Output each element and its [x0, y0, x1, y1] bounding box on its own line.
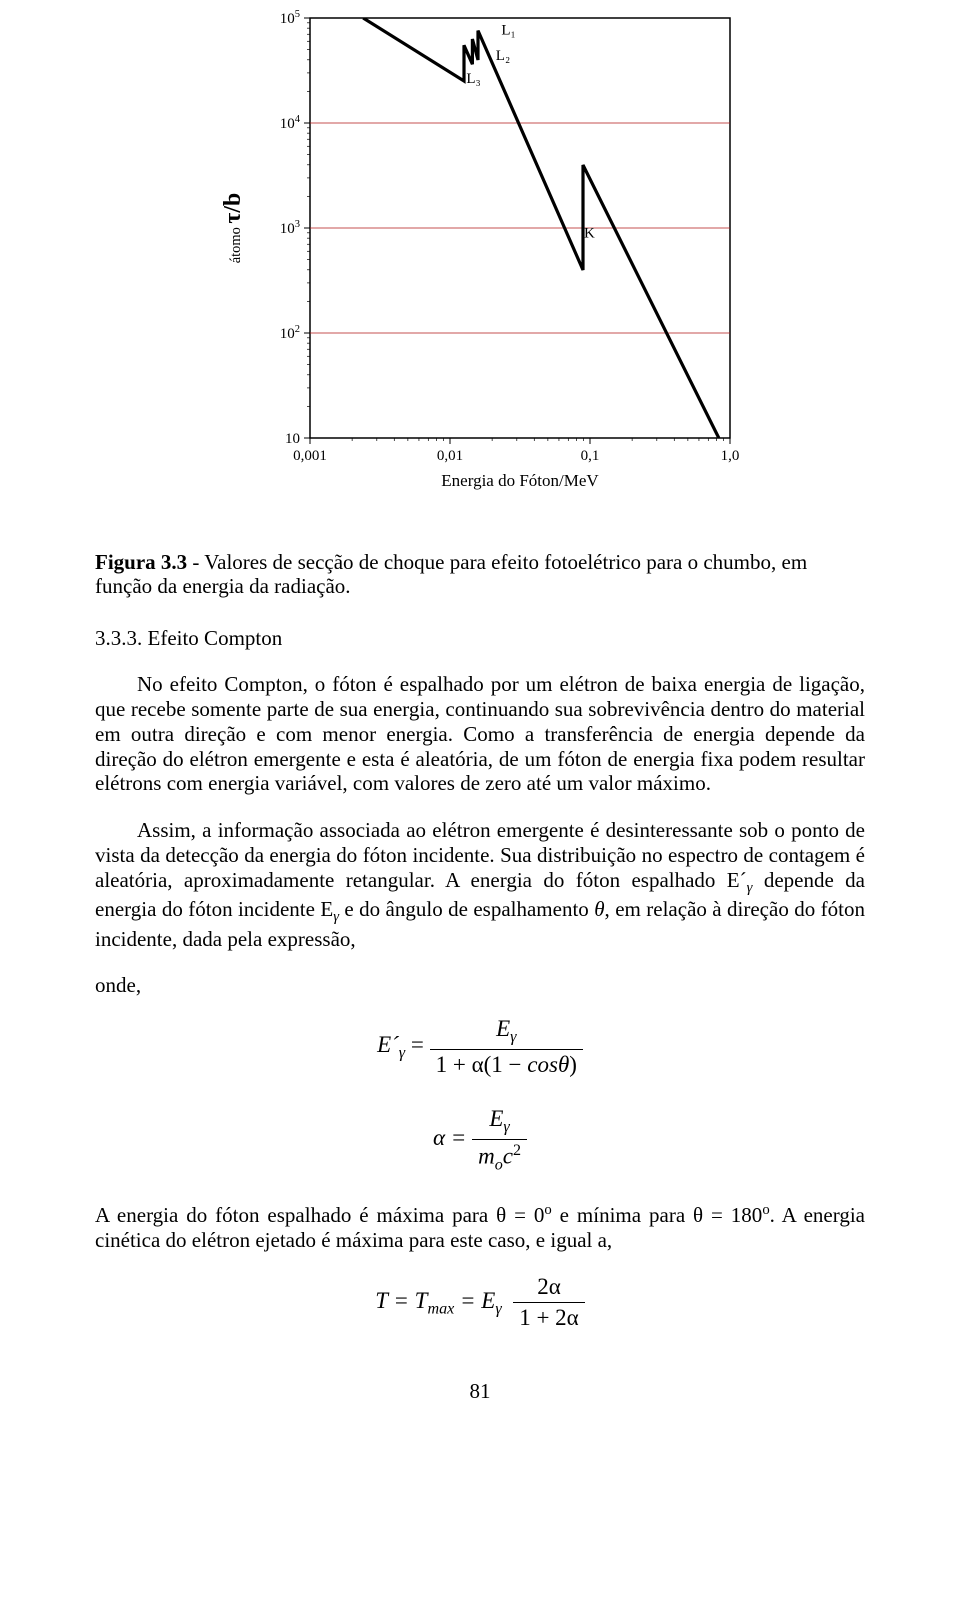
eq1-lhs-sub: γ — [399, 1045, 405, 1062]
eq2-lhs: α = — [433, 1125, 466, 1150]
para1-text: No efeito Compton, o fóton é espalhado p… — [95, 672, 865, 795]
chart-svg: 10 102 103 104 105 0,001 0,01 0,1 1,0 Energia do … — [200, 0, 760, 520]
svg-text:103: 103 — [280, 219, 300, 237]
svg-text:L₂: L₂ — [496, 48, 510, 64]
svg-text:105: 105 — [280, 9, 300, 27]
para3-a: A energia do fóton espalhado é máxima pa… — [95, 1203, 544, 1227]
svg-text:0,1: 0,1 — [581, 448, 600, 464]
page-number: 81 — [95, 1379, 865, 1404]
svg-text:0,001: 0,001 — [293, 448, 327, 464]
eq3-fraction: 2α 1 + 2α — [513, 1274, 585, 1331]
para3-b: e mínima para θ = 180 — [552, 1203, 763, 1227]
eq3-lhs-sub: max — [427, 1301, 454, 1318]
figure-caption: Figura 3.3 - Valores de secção de choque… — [95, 550, 865, 598]
eq1-num-sub: γ — [510, 1029, 516, 1046]
eq2-num-sub: γ — [503, 1119, 509, 1136]
section-heading: 3.3.3. Efeito Compton — [95, 626, 865, 651]
onde-label: onde, — [95, 973, 865, 998]
eq2-den-c: c — [503, 1143, 513, 1168]
svg-text:104: 104 — [280, 114, 301, 132]
eq3-lhs-sub2: γ — [495, 1301, 501, 1318]
eq1-num: E — [496, 1016, 510, 1041]
caption-text: - Valores de secção de choque para efeit… — [95, 550, 807, 598]
eq1-den-cos: cosθ — [527, 1052, 569, 1077]
eq2-den-o: o — [495, 1156, 503, 1173]
equation-scattered-energy: E´γ = Eγ 1 + α(1 − cosθ) — [95, 1016, 865, 1078]
eq3-num: 2α — [537, 1274, 561, 1299]
svg-text:L₁: L₁ — [501, 23, 515, 39]
eq3-lhs-b: = E — [454, 1288, 495, 1313]
eq1-den-b: ) — [569, 1052, 577, 1077]
theta-1: θ — [594, 897, 604, 921]
equation-kinetic-energy: T = Tmax = Eγ 2α 1 + 2α — [95, 1274, 865, 1331]
caption-label: Figura 3.3 — [95, 550, 187, 574]
svg-text:0,01: 0,01 — [437, 448, 463, 464]
eq1-den-a: 1 + α(1 − — [436, 1052, 528, 1077]
degree-2: o — [762, 1202, 769, 1218]
svg-text:1,0: 1,0 — [721, 448, 740, 464]
svg-text:K: K — [584, 225, 595, 241]
eq2-den-m: m — [478, 1143, 495, 1168]
paragraph-2: Assim, a informação associada ao elétron… — [95, 818, 865, 951]
eq3-lhs-a: T = T — [375, 1288, 427, 1313]
eq2-fraction: Eγ moc2 — [472, 1106, 527, 1174]
svg-text:102: 102 — [280, 324, 300, 342]
degree-1: o — [544, 1202, 551, 1218]
eq1-fraction: Eγ 1 + α(1 − cosθ) — [430, 1016, 583, 1078]
paragraph-3: A energia do fóton espalhado é máxima pa… — [95, 1202, 865, 1253]
svg-text:Energia do Fóton/MeV: Energia do Fóton/MeV — [441, 471, 599, 490]
eq3-den: 1 + 2α — [519, 1305, 579, 1330]
svg-text:10: 10 — [285, 431, 300, 447]
eq1-lhs: E´ — [377, 1033, 399, 1058]
eq2-den-exp: 2 — [513, 1142, 521, 1159]
svg-text:átomo τ/b: átomo τ/b — [220, 193, 246, 264]
paragraph-1: No efeito Compton, o fóton é espalhado p… — [95, 672, 865, 796]
equation-alpha: α = Eγ moc2 — [95, 1106, 865, 1174]
svg-text:L₃: L₃ — [466, 71, 480, 87]
cross-section-chart: 10 102 103 104 105 0,001 0,01 0,1 1,0 Energia do … — [200, 0, 760, 525]
para2-c: e do ângulo de espalhamento — [339, 897, 594, 921]
eq1-equals: = — [411, 1033, 430, 1058]
eq2-num: E — [489, 1106, 503, 1131]
